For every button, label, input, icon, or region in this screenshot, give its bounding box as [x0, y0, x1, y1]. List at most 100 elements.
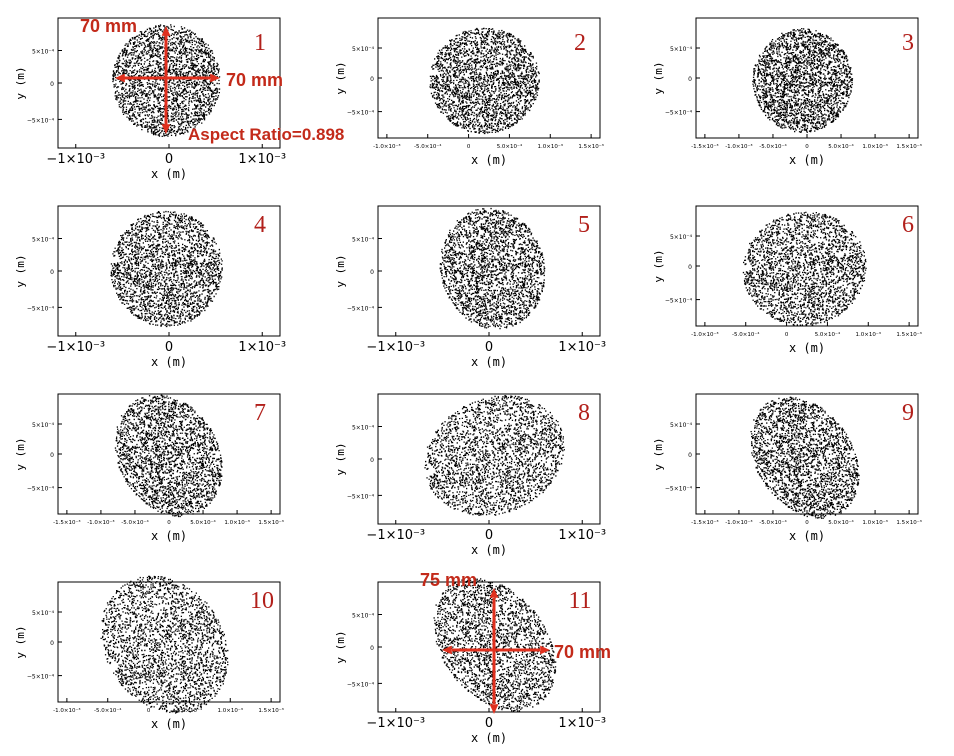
y-axis-label: y (m)	[652, 61, 665, 94]
x-axis-label: x (m)	[151, 717, 187, 731]
y-tick-label: 0	[50, 269, 54, 276]
scatter-plot-11: 5×10⁻⁴ 0 −5×10⁻⁴ −1×10⁻³ 0 1×10⁻³ x (m) y (m) 11…	[334, 570, 611, 745]
y-tick-label: 0	[50, 640, 54, 647]
x-tick-label: -5.0×10⁻⁴	[759, 143, 787, 150]
particle-points	[110, 210, 223, 328]
plot-frame	[57, 581, 281, 703]
x-tick-label: -5.0×10⁻⁴	[121, 519, 149, 526]
x-tick-label: 1.0×10⁻³	[862, 143, 887, 150]
scatter-panel-11: 5×10⁻⁴ 0 −5×10⁻⁴ −1×10⁻³ 0 1×10⁻³ x (m) y (m) 11…	[318, 564, 611, 745]
y-tick-label: 0	[370, 645, 374, 652]
y-tick-label: 5×10⁻⁴	[352, 613, 375, 620]
x-tick-label: 1.5×10⁻³	[258, 519, 283, 526]
x-tick-label: 1.5×10⁻³	[578, 143, 603, 150]
particle-points	[114, 394, 223, 518]
y-tick-label: −5×10⁻⁴	[665, 486, 693, 493]
x-tick-label: 1×10⁻³	[558, 716, 606, 731]
x-tick-label: −1×10⁻³	[366, 528, 425, 543]
y-tick-label: 0	[50, 81, 54, 88]
scatter-panel-3: 5×10⁻⁴ 0 −5×10⁻⁴ -1.5×10⁻³ -1.0×10⁻³ -5.0×10⁻…	[636, 0, 922, 178]
panel-number: 3	[902, 30, 914, 56]
x-tick-label: 0	[467, 144, 471, 150]
scatter-plot-10: 5×10⁻⁴ 0 −5×10⁻⁴ -1.0×10⁻³ -5.0×10⁻⁴ 0 5.0×10⁻…	[14, 575, 284, 731]
scatter-plot-6: 5×10⁻⁴ 0 −5×10⁻⁴ -1.0×10⁻³ -5.0×10⁻⁴ 0 5.0×10⁻…	[652, 205, 922, 355]
scatter-plot-4: 5×10⁻⁴ 0 −5×10⁻⁴ −1×10⁻³ 0 1×10⁻³ x (m) y (m) 4	[14, 205, 286, 369]
x-tick-label: -5.0×10⁻⁴	[94, 707, 122, 714]
x-axis-label: x (m)	[789, 529, 825, 543]
x-axis-label: x (m)	[789, 153, 825, 167]
particle-cloud	[112, 24, 221, 137]
particle-cloud	[752, 28, 854, 133]
width-annotation: 70 mm	[554, 642, 611, 662]
x-axis-label: x (m)	[471, 355, 507, 369]
panel-number: 1	[254, 30, 266, 56]
x-tick-label: 1×10⁻³	[238, 152, 286, 167]
x-tick-label: −1×10⁻³	[46, 152, 105, 167]
x-tick-label: 0	[805, 520, 809, 526]
x-tick-label: -1.5×10⁻³	[691, 519, 718, 526]
x-tick-label: 0	[805, 144, 809, 150]
y-axis-label: y (m)	[14, 625, 27, 658]
y-tick-label: −5×10⁻⁴	[27, 486, 55, 493]
x-tick-label: 0	[485, 716, 493, 731]
x-tick-label: 0	[165, 152, 173, 167]
y-tick-label: −5×10⁻⁴	[665, 110, 693, 117]
x-axis-label: x (m)	[151, 167, 187, 181]
y-tick-label: 5×10⁻⁴	[352, 237, 375, 244]
x-tick-label: 1×10⁻³	[558, 340, 606, 355]
x-tick-label: 1.0×10⁻³	[218, 707, 243, 714]
plot-frame	[695, 17, 919, 139]
x-tick-label: -1.5×10⁻³	[691, 143, 718, 150]
particle-cloud	[439, 207, 546, 330]
x-axis-label: x (m)	[471, 543, 507, 557]
x-tick-label: -5.0×10⁻⁴	[759, 519, 787, 526]
panel-number: 11	[568, 588, 591, 614]
arrow-head-right	[210, 73, 220, 83]
y-tick-label: −5×10⁻⁴	[27, 117, 55, 124]
x-tick-label: 1.0×10⁻³	[862, 519, 887, 526]
x-tick-label: 0	[165, 340, 173, 355]
x-tick-label: 5.0×10⁻⁴	[190, 519, 216, 526]
x-tick-label: 5.0×10⁻⁴	[815, 331, 841, 338]
particle-points	[433, 577, 557, 712]
panel-number: 8	[578, 400, 590, 426]
panel-number: 2	[574, 30, 586, 56]
scatter-panel-7: 5×10⁻⁴ 0 −5×10⁻⁴ -1.5×10⁻³ -1.0×10⁻³ -5.0×10⁻…	[0, 376, 284, 554]
particle-cloud	[110, 210, 223, 328]
x-tick-label: -5.0×10⁻⁴	[414, 143, 442, 150]
particle-points	[112, 24, 221, 137]
scatter-panel-4: 5×10⁻⁴ 0 −5×10⁻⁴ −1×10⁻³ 0 1×10⁻³ x (m) y (m) 4	[0, 188, 286, 369]
y-axis-label: y (m)	[14, 437, 27, 470]
arrow-head-up	[489, 588, 499, 598]
x-axis-label: x (m)	[471, 731, 507, 745]
y-tick-label: −5×10⁻⁴	[665, 298, 693, 305]
y-tick-label: 0	[688, 76, 692, 83]
x-axis-label: x (m)	[789, 341, 825, 355]
x-tick-label: −1×10⁻³	[46, 340, 105, 355]
y-axis-label: y (m)	[334, 254, 347, 287]
arrow-head-left	[115, 73, 125, 83]
panel-number: 6	[902, 212, 914, 238]
x-tick-label: −1×10⁻³	[366, 340, 425, 355]
scatter-panel-5: 5×10⁻⁴ 0 −5×10⁻⁴ −1×10⁻³ 0 1×10⁻³ x (m) y (m) 5	[318, 188, 606, 369]
y-tick-label: 5×10⁻⁴	[352, 425, 375, 432]
plot-frame	[695, 205, 919, 327]
particle-points	[752, 28, 854, 133]
particle-cloud	[433, 577, 557, 712]
y-tick-label: 0	[50, 452, 54, 459]
scatter-panel-8: 5×10⁻⁴ 0 −5×10⁻⁴ −1×10⁻³ 0 1×10⁻³ x (m) y (m) 8	[318, 376, 606, 557]
scatter-panel-1: 5×10⁻⁴ 0 −5×10⁻⁴ −1×10⁻³ 0 1×10⁻³ x (m) y (m) 1 7…	[0, 0, 344, 181]
panel-number: 5	[578, 212, 590, 238]
height-annotation: 70 mm	[80, 16, 137, 36]
y-tick-label: 0	[370, 457, 374, 464]
y-tick-label: −5×10⁻⁴	[347, 110, 375, 117]
particle-points	[439, 207, 546, 330]
aspect-ratio-annotation: Aspect Ratio=0.898	[188, 125, 344, 144]
x-tick-label: 5.0×10⁻⁴	[828, 519, 854, 526]
scatter-panel-10: 5×10⁻⁴ 0 −5×10⁻⁴ -1.0×10⁻³ -5.0×10⁻⁴ 0 5.0×10⁻…	[0, 564, 284, 742]
x-tick-label: -1.0×10⁻³	[725, 519, 752, 526]
y-tick-label: 5×10⁻⁴	[670, 46, 693, 53]
y-tick-label: 5×10⁻⁴	[670, 234, 693, 241]
y-axis-label: y (m)	[334, 630, 347, 663]
scatter-panel-6: 5×10⁻⁴ 0 −5×10⁻⁴ -1.0×10⁻³ -5.0×10⁻⁴ 0 5.0×10⁻…	[636, 188, 922, 366]
